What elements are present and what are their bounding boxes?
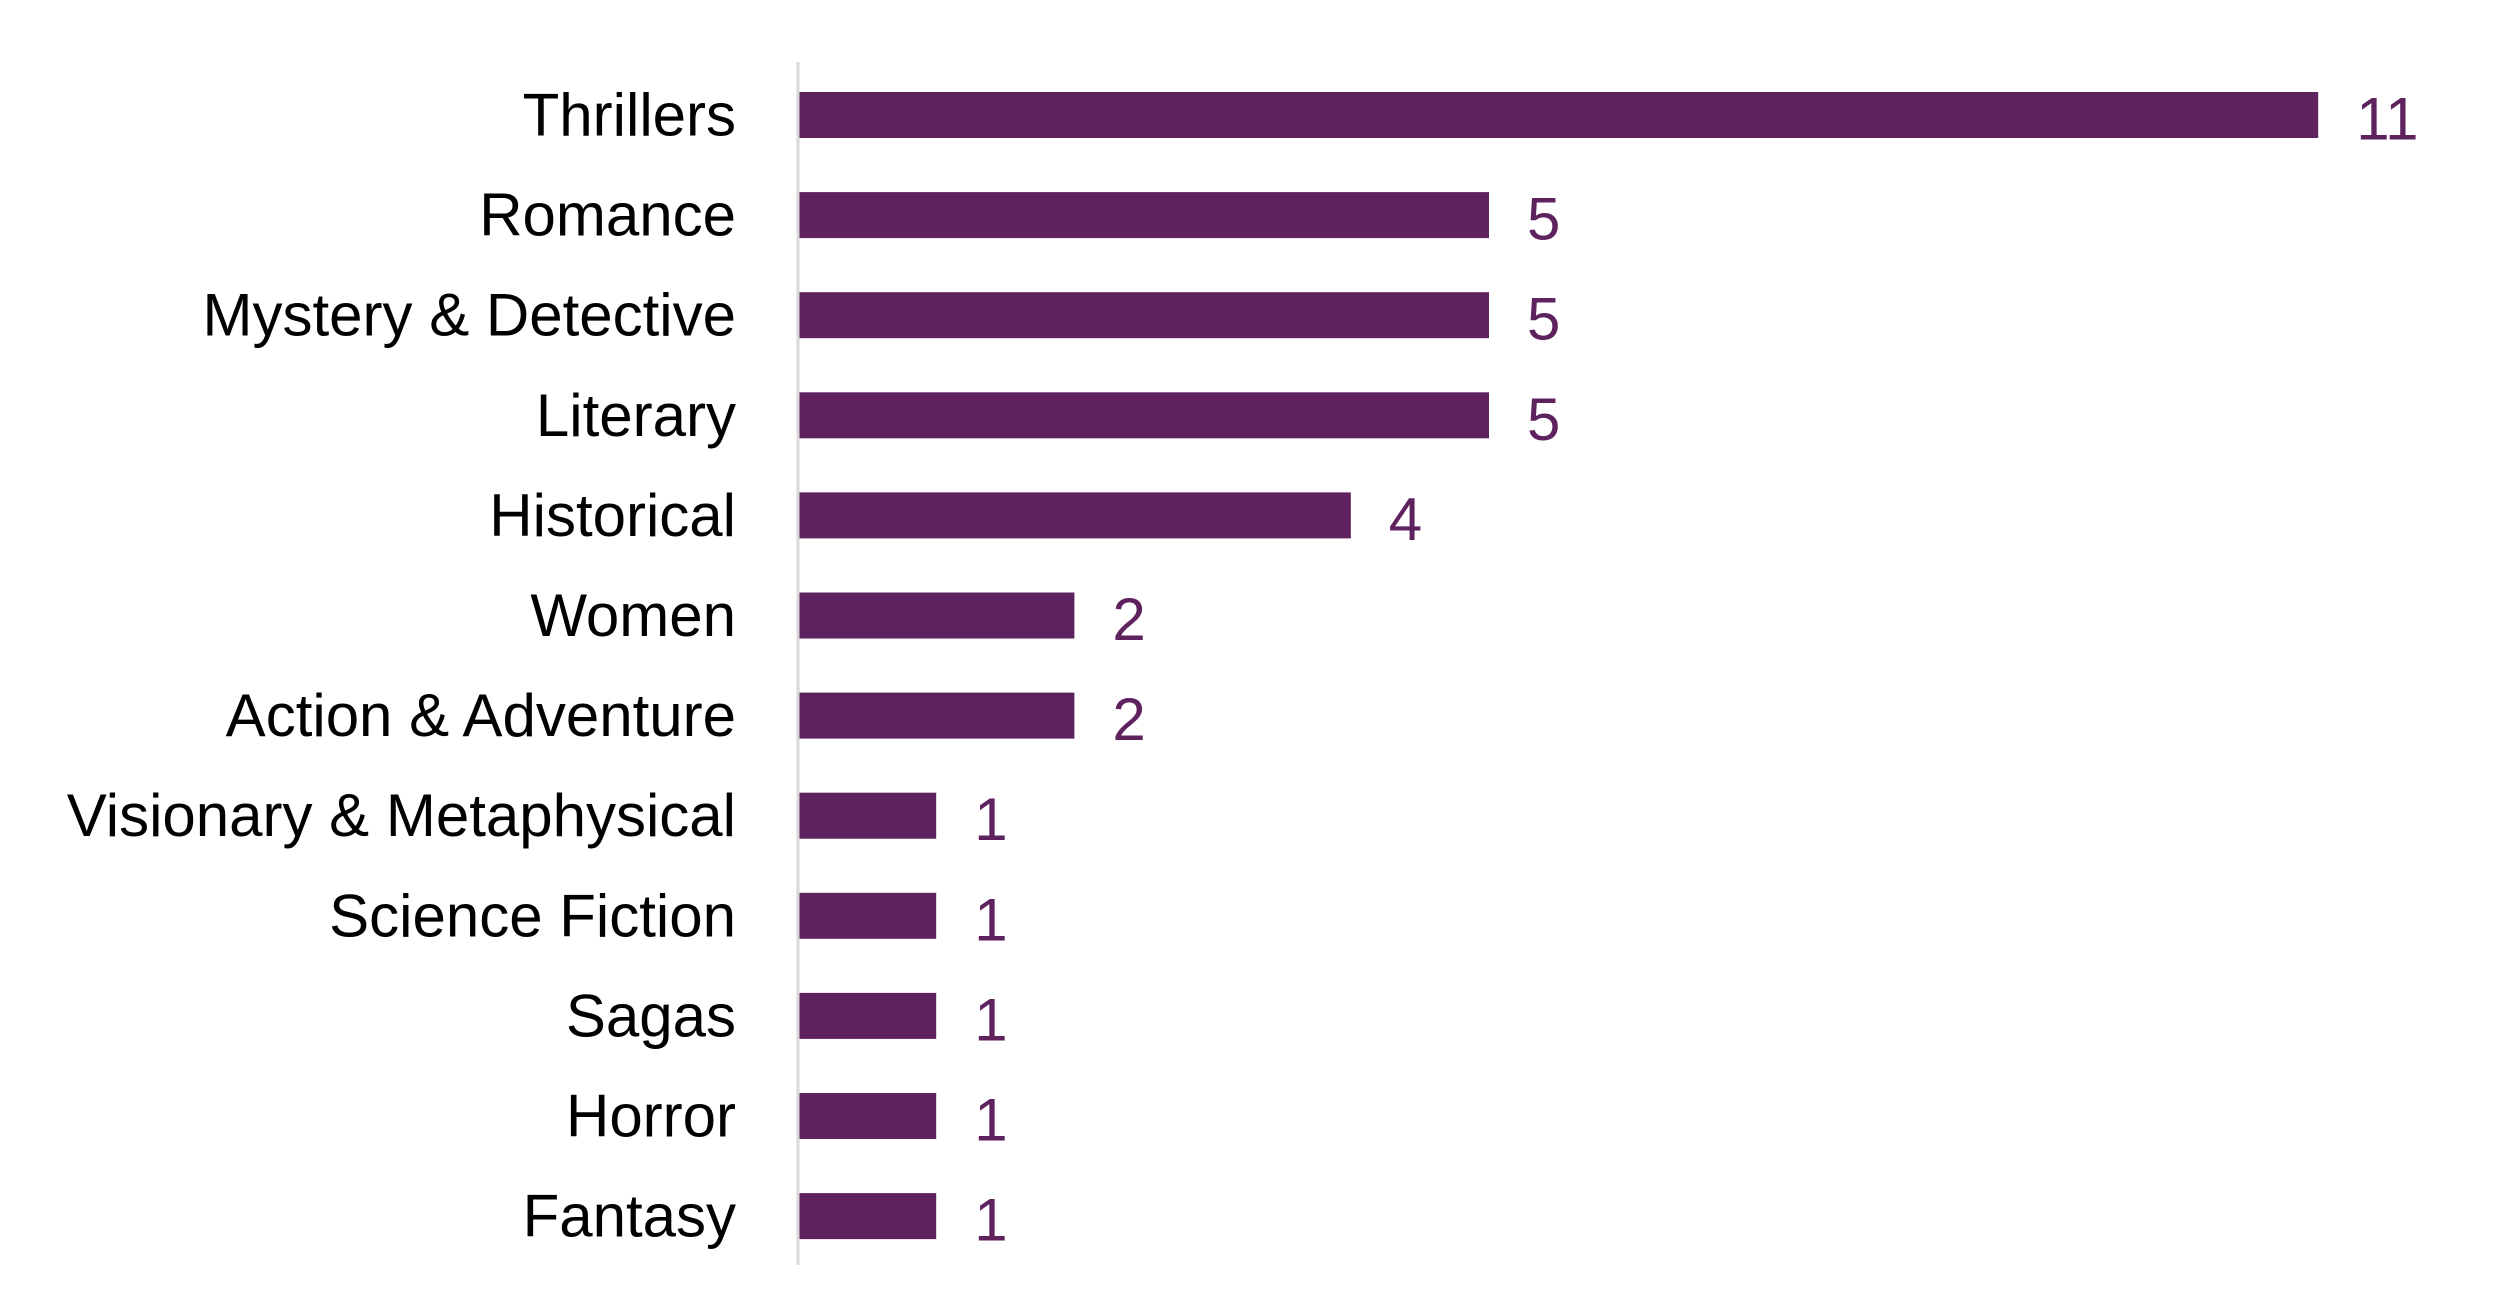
bar-11: [798, 1193, 937, 1240]
category-label-3: Literary: [536, 382, 736, 449]
value-label-0: 11: [2356, 86, 2418, 153]
value-label-8: 1: [974, 886, 1007, 953]
bar-0: [798, 92, 2319, 138]
category-label-8: Science Fiction: [329, 882, 736, 949]
bar-4: [798, 492, 1351, 539]
value-label-5: 2: [1112, 586, 1145, 653]
bar-10: [798, 1093, 937, 1139]
category-label-4: Historical: [489, 482, 736, 549]
value-label-9: 1: [974, 986, 1007, 1053]
value-label-6: 2: [1112, 686, 1145, 753]
bars-group: [798, 92, 2319, 1240]
bar-2: [798, 292, 1489, 339]
value-label-2: 5: [1527, 286, 1560, 353]
category-label-5: Women: [530, 582, 736, 649]
bar-3: [798, 392, 1489, 439]
category-label-2: Mystery & Detective: [203, 282, 736, 349]
category-label-6: Action & Adventure: [226, 682, 736, 749]
value-label-7: 1: [974, 786, 1007, 853]
bar-6: [798, 692, 1075, 739]
bar-5: [798, 592, 1075, 639]
bar-7: [798, 792, 937, 839]
category-labels-group: Thrillers Romance Mystery & Detective Liter…: [67, 82, 736, 1250]
category-label-10: Horror: [566, 1083, 736, 1150]
category-label-1: Romance: [479, 182, 736, 249]
category-label-0: Thrillers: [523, 82, 736, 149]
category-label-7: Visionary & Metaphysical: [67, 782, 736, 849]
bar-8: [798, 892, 937, 939]
bar-1: [798, 192, 1489, 239]
category-label-11: Fantasy: [523, 1183, 736, 1250]
category-label-9: Sagas: [566, 982, 736, 1049]
value-label-1: 5: [1527, 186, 1560, 253]
value-label-4: 4: [1389, 486, 1422, 553]
bar-9: [798, 992, 937, 1039]
value-label-11: 1: [974, 1187, 1007, 1254]
value-label-3: 5: [1527, 386, 1560, 453]
value-label-10: 1: [974, 1087, 1007, 1154]
